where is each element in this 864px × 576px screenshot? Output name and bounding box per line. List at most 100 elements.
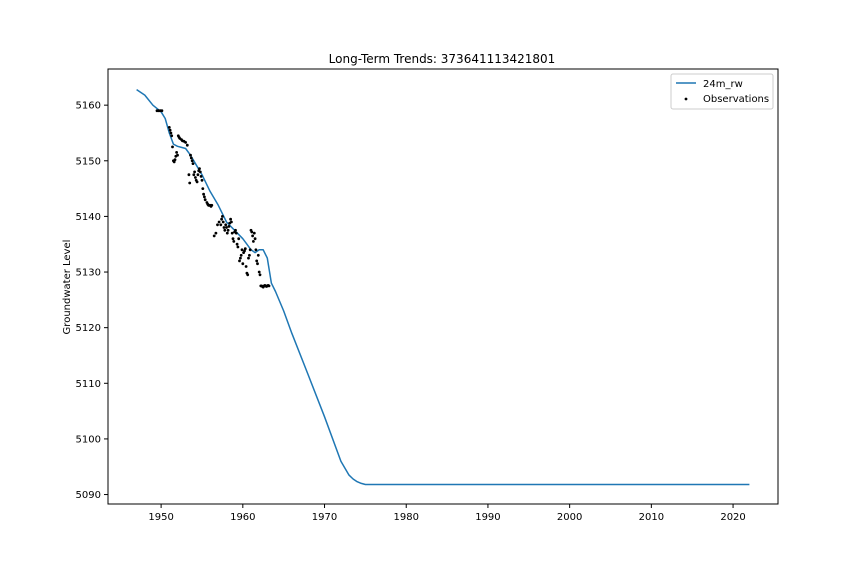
observation-point <box>248 248 252 252</box>
observation-point <box>170 134 174 138</box>
observation-point <box>226 228 230 232</box>
observation-point <box>234 231 238 235</box>
observation-point <box>239 253 243 257</box>
observation-point <box>172 160 176 164</box>
observation-point <box>210 203 214 207</box>
plot-area <box>136 88 750 486</box>
observation-point <box>224 223 228 227</box>
x-tick-label: 1950 <box>148 512 173 523</box>
observation-point <box>187 173 191 177</box>
series-line-24m_rw <box>136 88 750 486</box>
observation-point <box>193 170 197 174</box>
legend-point-swatch <box>684 97 688 101</box>
observation-point <box>203 198 207 202</box>
observation-point <box>167 126 171 129</box>
observation-point <box>251 234 255 238</box>
observation-point <box>256 253 260 257</box>
observation-point <box>200 178 204 182</box>
observation-point <box>192 173 196 177</box>
observation-point <box>219 223 223 227</box>
y-tick-label: 5140 <box>76 212 101 223</box>
observation-point <box>223 228 227 232</box>
y-tick-label: 5100 <box>76 434 101 445</box>
observation-point <box>255 259 259 263</box>
observation-point <box>234 228 237 232</box>
y-tick-label: 5160 <box>76 101 101 112</box>
observation-point <box>214 231 218 235</box>
observation-point <box>175 151 179 154</box>
observation-point <box>194 176 197 179</box>
plot-frame <box>107 68 779 505</box>
observation-point <box>254 248 258 252</box>
y-tick-label: 5090 <box>76 490 101 501</box>
x-tick-label: 1970 <box>312 512 337 523</box>
observation-point <box>248 253 251 257</box>
observation-point <box>257 270 261 274</box>
x-tick-label: 2020 <box>720 512 745 523</box>
y-tick-label: 5120 <box>76 323 101 334</box>
observation-point <box>203 195 206 199</box>
observation-point <box>221 220 225 224</box>
observation-point <box>171 145 174 149</box>
observation-point <box>267 284 271 288</box>
observation-point <box>191 162 195 166</box>
observation-point <box>256 262 259 266</box>
observation-point <box>238 259 241 263</box>
legend-box <box>670 73 774 110</box>
observation-point <box>173 158 177 162</box>
observation-point <box>198 167 201 171</box>
observation-point <box>250 230 254 234</box>
observation-point <box>196 173 200 177</box>
observation-point <box>176 153 179 157</box>
observation-point <box>202 192 206 196</box>
observation-point <box>258 273 262 277</box>
observation-point <box>235 242 239 246</box>
observation-point <box>253 237 257 241</box>
observation-point <box>168 128 172 132</box>
observation-point <box>236 245 240 249</box>
observation-point <box>232 240 236 243</box>
observation-point <box>225 226 228 229</box>
observation-point <box>243 249 246 253</box>
observation-point <box>221 215 224 218</box>
observation-point <box>190 159 194 163</box>
legend-label-points: Observations <box>703 94 769 105</box>
y-axis: 5090 5100 5110 5120 5130 5140 5150 5160 <box>76 101 108 501</box>
observation-point <box>184 141 188 144</box>
x-tick-label: 2010 <box>639 512 664 523</box>
observation-point <box>201 187 205 191</box>
observation-point <box>230 231 234 235</box>
observation-point <box>189 156 193 160</box>
observation-point <box>241 262 245 266</box>
observation-point <box>227 225 231 228</box>
observation-point <box>247 256 250 260</box>
x-axis: 1950 1960 1970 1980 1990 2000 2010 2020 <box>148 504 746 523</box>
y-axis-label: Groundwater Level <box>62 240 73 335</box>
chart-title: Long-Term Trends: 373641113421801 <box>329 52 556 66</box>
legend-label-line: 24m_rw <box>703 79 743 90</box>
y-tick-label: 5150 <box>76 156 101 167</box>
observation-point <box>212 234 216 238</box>
observation-point <box>195 180 199 184</box>
observation-point <box>188 181 192 185</box>
observation-point <box>230 220 233 224</box>
x-tick-label: 1960 <box>230 512 255 523</box>
observation-point <box>185 143 189 147</box>
observation-point <box>222 226 226 229</box>
observation-point <box>225 231 229 235</box>
observation-point <box>243 247 247 251</box>
observation-point <box>169 131 173 135</box>
x-tick-label: 1980 <box>394 512 419 523</box>
observation-point <box>220 217 224 221</box>
observation-point <box>240 248 244 252</box>
x-tick-label: 1990 <box>475 512 500 523</box>
observation-point <box>216 223 219 227</box>
observation-point <box>237 237 241 241</box>
observation-point <box>244 265 248 268</box>
observation-point <box>239 256 242 260</box>
observation-point <box>231 237 235 241</box>
y-tick-label: 5130 <box>76 268 101 279</box>
observation-point <box>160 109 164 113</box>
observation-point <box>252 231 256 235</box>
